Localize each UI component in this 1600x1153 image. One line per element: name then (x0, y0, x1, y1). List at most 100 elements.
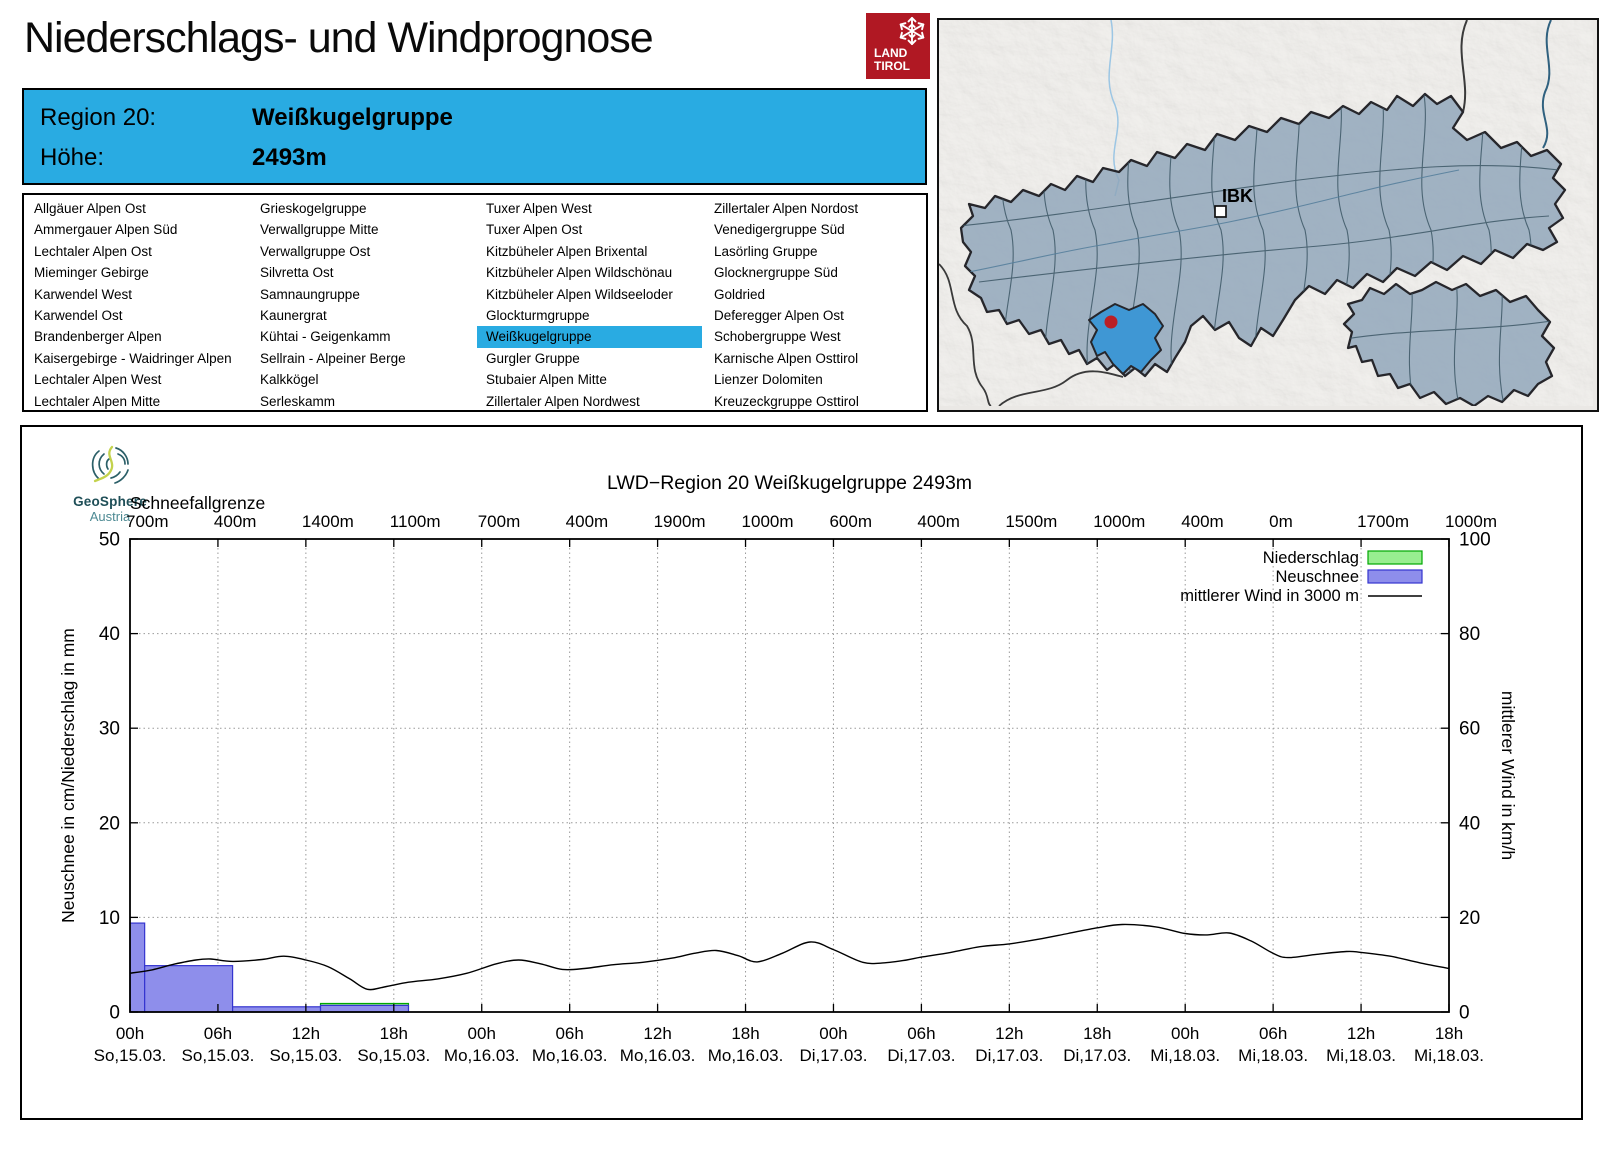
x-tick-date: Di,17.03. (975, 1046, 1043, 1065)
snowline-value: 1000m (1445, 512, 1497, 531)
snowline-value: 400m (917, 512, 960, 531)
region-item[interactable]: Grieskogelgruppe (260, 201, 367, 216)
snowline-value: 0m (1269, 512, 1293, 531)
region-item[interactable]: Gurgler Gruppe (486, 350, 580, 366)
region-item[interactable]: Glocknergruppe Süd (714, 265, 838, 281)
region-item[interactable]: Verwallgruppe Ost (260, 243, 371, 259)
region-item[interactable]: Sellrain - Alpeiner Berge (260, 350, 406, 366)
region-info-box: Region 20: Weißkugelgruppe Höhe: 2493m (22, 88, 927, 185)
snowline-value: 1900m (654, 512, 706, 531)
x-tick-time: 12h (995, 1024, 1023, 1043)
region-item[interactable]: Karwendel Ost (34, 307, 123, 323)
region-item-selected[interactable]: Weißkugelgruppe (477, 326, 702, 348)
region-item[interactable]: Kitzbüheler Alpen Brixental (486, 243, 648, 259)
region-item[interactable]: Lechtaler Alpen Mitte (34, 393, 161, 409)
region-selector-list: Allgäuer Alpen Ost Ammergauer Alpen Süd Le… (22, 193, 928, 412)
x-tick-time: 12h (1347, 1024, 1375, 1043)
region-item[interactable]: Tuxer Alpen West (486, 201, 592, 216)
region-item[interactable]: Lechtaler Alpen West (34, 372, 162, 388)
region-label: Region 20: (40, 104, 157, 131)
x-tick-time: 00h (468, 1024, 496, 1043)
x-tick-time: 18h (1083, 1024, 1111, 1043)
region-item[interactable]: Verwallgruppe Mitte (260, 222, 379, 238)
geosphere-name: GeoSphere (73, 494, 147, 509)
x-tick-date: So,15.03. (357, 1046, 430, 1065)
region-item[interactable]: Lechtaler Alpen Ost (34, 243, 152, 259)
region-item[interactable]: Kitzbüheler Alpen Wildseeloder (486, 286, 673, 302)
region-item[interactable]: Kalkkögel (260, 372, 319, 388)
region-item[interactable]: Glockturmgruppe (486, 307, 590, 323)
region-item[interactable]: Kaisergebirge - Waidringer Alpen (34, 350, 232, 366)
region-column: Allgäuer Alpen Ost Ammergauer Alpen Süd Le… (25, 198, 250, 412)
logo-line2: TIROL (874, 59, 910, 73)
tirol-map: IBK (937, 18, 1599, 412)
land-tirol-logo: LAND TIROL (866, 13, 930, 79)
forecast-chart: 0 10 20 30 40 50 0 20 40 60 80 100 00h So,15.03. 700m 0… (58, 472, 1518, 1065)
region-item[interactable]: Tuxer Alpen Ost (486, 222, 583, 238)
x-tick-date: Mo,16.03. (708, 1046, 784, 1065)
x-tick-date: Mo,16.03. (620, 1046, 696, 1065)
snowline-header: Schneefallgrenze (130, 493, 265, 513)
x-tick-time: 00h (116, 1024, 144, 1043)
y-right-tick-label: 40 (1459, 813, 1480, 834)
geosphere-country: Austria (89, 509, 131, 524)
neuschnee-bar (144, 965, 234, 1013)
y-left-tick-label: 30 (99, 719, 120, 740)
region-item[interactable]: Kreuzeckgruppe Osttirol (714, 393, 859, 409)
y-left-tick-label: 40 (99, 624, 120, 645)
region-item[interactable]: Kühtai - Geigenkamm (260, 329, 391, 345)
neuschnee-bar (319, 1004, 410, 1013)
x-tick-date: Mi,18.03. (1414, 1046, 1484, 1065)
x-tick-date: Di,17.03. (1063, 1046, 1131, 1065)
page-title: Niederschlags- und Windprognose (24, 14, 654, 62)
region-column: Grieskogelgruppe Verwallgruppe Mitte Verwa… (251, 198, 476, 412)
region-item[interactable]: Silvretta Ost (260, 265, 334, 281)
region-item[interactable]: Venedigergruppe Süd (714, 222, 845, 238)
region-item[interactable]: Samnaungruppe (260, 286, 360, 302)
region-item[interactable]: Mieminger Gebirge (34, 265, 149, 281)
region-item[interactable]: Lienzer Dolomiten (714, 372, 823, 388)
x-tick-date: Mi,18.03. (1150, 1046, 1220, 1065)
region-item[interactable]: Serleskamm (260, 393, 336, 409)
region-item[interactable]: Allgäuer Alpen Ost (34, 201, 146, 216)
snowline-value: 1500m (1005, 512, 1057, 531)
x-tick-time: 18h (380, 1024, 408, 1043)
region-item[interactable]: Lasörling Gruppe (714, 243, 818, 259)
legend-label: Neuschnee (1276, 568, 1359, 586)
altitude-value: 2493m (252, 144, 327, 171)
x-tick-date: So,15.03. (269, 1046, 342, 1065)
snowline-value: 1000m (742, 512, 794, 531)
snowline-value: 1100m (390, 512, 441, 531)
forecast-chart-panel: GeoSphere Austria 0 10 20 30 40 50 0 20 40 60 80 10… (20, 425, 1583, 1120)
x-tick-time: 06h (1259, 1024, 1287, 1043)
snowline-value: 1700m (1357, 512, 1409, 531)
tirol-eagle-snowflake-icon (899, 16, 925, 46)
region-item[interactable]: Karwendel West (34, 286, 133, 302)
region-item[interactable]: Zillertaler Alpen Nordost (714, 201, 859, 216)
region-item[interactable]: Deferegger Alpen Ost (714, 307, 844, 323)
snowline-value: 1400m (302, 512, 354, 531)
snowline-value: 700m (126, 512, 169, 531)
region-item[interactable]: Goldried (714, 286, 766, 302)
snowline-value: 400m (1181, 512, 1224, 531)
region-item[interactable]: Karnische Alpen Osttirol (714, 350, 859, 366)
region-item[interactable]: Kaunergrat (260, 307, 327, 323)
altitude-label: Höhe: (40, 144, 105, 171)
x-tick-date: Mo,16.03. (532, 1046, 608, 1065)
snowline-value: 1000m (1093, 512, 1145, 531)
region-item[interactable]: Stubaier Alpen Mitte (486, 372, 607, 388)
ibk-marker (1214, 205, 1227, 218)
x-tick-date: So,15.03. (182, 1046, 255, 1065)
region-item[interactable]: Schobergruppe West (714, 329, 841, 345)
region-item[interactable]: Brandenberger Alpen (34, 329, 162, 345)
x-tick-date: Mo,16.03. (444, 1046, 520, 1065)
region-item[interactable]: Zillertaler Alpen Nordwest (486, 393, 640, 409)
region-item[interactable]: Kitzbüheler Alpen Wildschönau (486, 265, 673, 281)
y-right-tick-label: 0 (1459, 1003, 1470, 1024)
x-tick-time: 18h (731, 1024, 759, 1043)
y-right-tick-label: 80 (1459, 624, 1480, 645)
x-tick-time: 06h (204, 1024, 232, 1043)
y-right-tick-label: 100 (1459, 530, 1491, 551)
region-item[interactable]: Ammergauer Alpen Süd (34, 222, 178, 238)
snowline-value: 400m (214, 512, 257, 531)
